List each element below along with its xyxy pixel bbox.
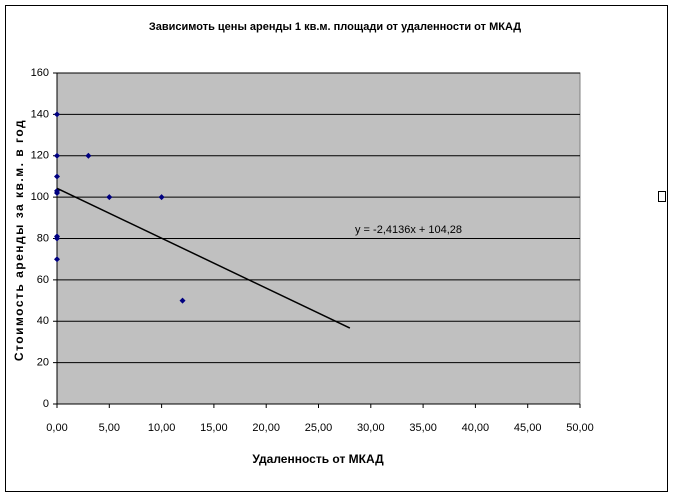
point <box>158 194 165 201</box>
y-tick-label: 100 <box>31 191 49 203</box>
point <box>54 173 60 180</box>
x-tick-label: 45,00 <box>514 422 542 434</box>
y-tick-label: 40 <box>37 315 49 327</box>
x-tick-label: 30,00 <box>357 422 385 434</box>
y-tick-label: 60 <box>37 274 49 286</box>
x-tick-label: 40,00 <box>462 422 490 434</box>
chart-title: Зависимоть цены аренды 1 кв.м. площади о… <box>149 21 521 33</box>
y-tick-label: 0 <box>43 398 49 410</box>
x-tick-label: 25,00 <box>305 422 333 434</box>
y-axis-title: Стоимость аренды за кв.м. в год <box>12 119 26 361</box>
point <box>106 194 113 201</box>
x-tick-label: 5,00 <box>99 422 120 434</box>
x-tick-label: 10,00 <box>148 422 176 434</box>
handle <box>658 191 666 202</box>
y-tick-label: 120 <box>31 150 49 162</box>
x-tick-label: 50,00 <box>566 422 594 434</box>
point <box>54 189 60 196</box>
x-axis-title: Удаленность от МКАД <box>252 452 384 466</box>
x-tick-label: 15,00 <box>200 422 228 434</box>
point <box>54 235 60 242</box>
x-tick-label: 20,00 <box>252 422 280 434</box>
point <box>85 152 92 159</box>
point <box>54 256 60 263</box>
y-tick-label: 140 <box>31 108 49 120</box>
y-tick-label: 20 <box>37 357 49 369</box>
point <box>54 152 60 159</box>
x-tick-label: 35,00 <box>409 422 437 434</box>
trendline-label: y = -2,4136x + 104,28 <box>355 224 462 236</box>
trendline <box>56 187 351 329</box>
y-tick-label: 160 <box>31 67 49 79</box>
point <box>54 111 60 118</box>
point <box>179 297 186 304</box>
x-tick-label: 0,00 <box>46 422 67 434</box>
y-tick-label: 80 <box>37 232 49 244</box>
